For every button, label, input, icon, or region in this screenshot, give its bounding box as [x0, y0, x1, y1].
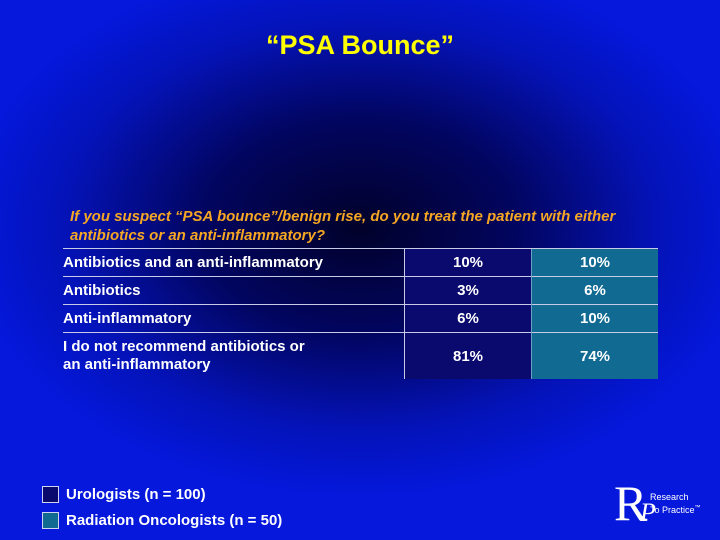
research-to-practice-logo: R P Research To Practice™ [614, 475, 714, 531]
row-label: I do not recommend antibiotics or an ant… [63, 332, 405, 379]
slide-title: “PSA Bounce” [265, 30, 455, 60]
urologists-value: 81% [404, 332, 532, 379]
logo-line1: Research [650, 492, 689, 502]
urologists-value: 10% [404, 248, 532, 277]
row-label-line1: I do not recommend antibiotics or [63, 338, 305, 355]
logo-r-glyph: R [614, 475, 648, 531]
logo-text: Research To Practice™ [650, 492, 701, 516]
radiation-oncologists-value: 10% [531, 304, 658, 333]
row-label: Antibiotics and an anti-inflammatory [63, 248, 405, 277]
row-label-line2: an anti-inflammatory [63, 356, 211, 373]
table-row: Anti-inflammatory 6% 10% [63, 304, 658, 333]
urologists-value: 3% [404, 276, 532, 305]
table-row: I do not recommend antibiotics or an ant… [63, 332, 658, 379]
legend-item-radiation-oncologists: Radiation Oncologists (n = 50) [42, 512, 282, 529]
logo-line2: To Practice [650, 505, 695, 515]
radiation-oncologists-value: 74% [531, 332, 658, 379]
urologists-swatch [42, 486, 59, 503]
urologists-value: 6% [404, 304, 532, 333]
radiation-oncologists-value: 10% [531, 248, 658, 277]
table-row: Antibiotics 3% 6% [63, 276, 658, 305]
legend-label: Radiation Oncologists (n = 50) [66, 512, 283, 529]
results-table: Antibiotics and an anti-inflammatory 10%… [63, 248, 658, 379]
logo-trademark: ™ [694, 505, 701, 511]
logo-p-glyph: P [640, 498, 656, 527]
radiation-oncologists-value: 6% [531, 276, 658, 305]
table-row: Antibiotics and an anti-inflammatory 10%… [63, 248, 658, 277]
survey-question: If you suspect “PSA bounce”/benign rise,… [70, 208, 616, 244]
row-label: Antibiotics [63, 276, 405, 305]
legend-label: Urologists (n = 100) [66, 486, 206, 503]
legend-item-urologists: Urologists (n = 100) [42, 486, 206, 503]
row-label: Anti-inflammatory [63, 304, 405, 333]
radiation-oncologists-swatch [42, 512, 59, 529]
